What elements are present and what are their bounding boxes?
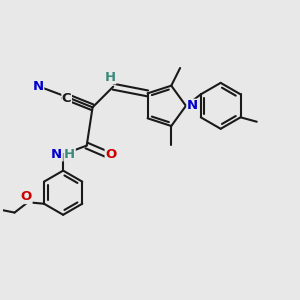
Text: H: H [64, 148, 75, 161]
Text: C: C [62, 92, 71, 105]
Text: O: O [21, 190, 32, 203]
Text: N: N [187, 99, 198, 112]
Text: O: O [105, 148, 116, 161]
Text: N: N [51, 148, 62, 161]
Text: H: H [105, 71, 116, 84]
Text: N: N [32, 80, 44, 93]
